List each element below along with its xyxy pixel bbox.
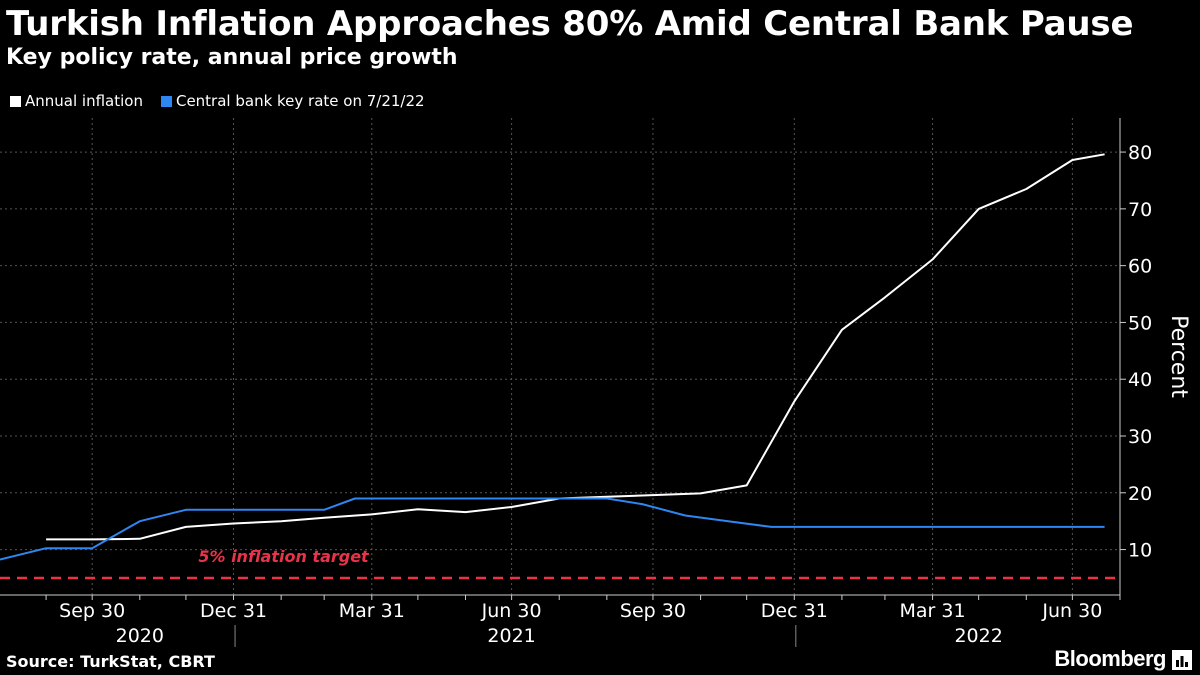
y-tick-label: 50 xyxy=(1128,312,1152,334)
y-axis-label: Percent xyxy=(1166,315,1191,398)
legend-swatch-inflation xyxy=(10,95,21,107)
y-tick-label: 10 xyxy=(1128,540,1152,562)
chart-subtitle: Key policy rate, annual price growth xyxy=(6,45,458,70)
chart-title: Turkish Inflation Approaches 80% Amid Ce… xyxy=(6,4,1134,44)
bloomberg-bar-chart-icon xyxy=(1172,650,1192,670)
y-tick-label: 30 xyxy=(1128,426,1152,448)
x-tick-label: Sep 30 xyxy=(620,600,686,622)
x-tick-label: Dec 31 xyxy=(200,600,267,622)
y-tick-label: 80 xyxy=(1128,142,1152,164)
x-year-label: 2021 xyxy=(487,625,535,647)
y-tick-label: 20 xyxy=(1128,483,1152,505)
y-tick-label: 60 xyxy=(1128,256,1152,278)
x-tick-label: Mar 31 xyxy=(339,600,405,622)
legend-label-inflation: Annual inflation xyxy=(25,92,143,110)
legend-item-policy-rate: Central bank key rate on 7/21/22 xyxy=(160,92,425,110)
x-tick-label: Sep 30 xyxy=(59,600,125,622)
annotation-inflation-target: 5% inflation target xyxy=(198,547,370,566)
legend-swatch-policy-rate xyxy=(160,95,172,107)
y-tick-label: 40 xyxy=(1128,369,1152,391)
x-tick-label: Dec 31 xyxy=(761,600,828,622)
x-tick-label: Jun 30 xyxy=(1041,600,1102,622)
x-tick-label: Jun 30 xyxy=(481,600,542,622)
source-note: Source: TurkStat, CBRT xyxy=(6,652,215,671)
legend: Annual inflation Central bank key rate o… xyxy=(10,92,443,110)
x-tick-label: Mar 31 xyxy=(900,600,966,622)
x-year-label: 2022 xyxy=(954,625,1002,647)
legend-label-policy-rate: Central bank key rate on 7/21/22 xyxy=(175,92,425,110)
legend-item-inflation: Annual inflation xyxy=(10,92,143,110)
series-line-inflation xyxy=(46,153,1105,541)
bloomberg-logo: Bloomberg xyxy=(1054,646,1166,671)
series-line-policy-rate xyxy=(0,497,1105,561)
x-year-label: 2020 xyxy=(116,625,164,647)
y-tick-label: 70 xyxy=(1128,199,1152,221)
